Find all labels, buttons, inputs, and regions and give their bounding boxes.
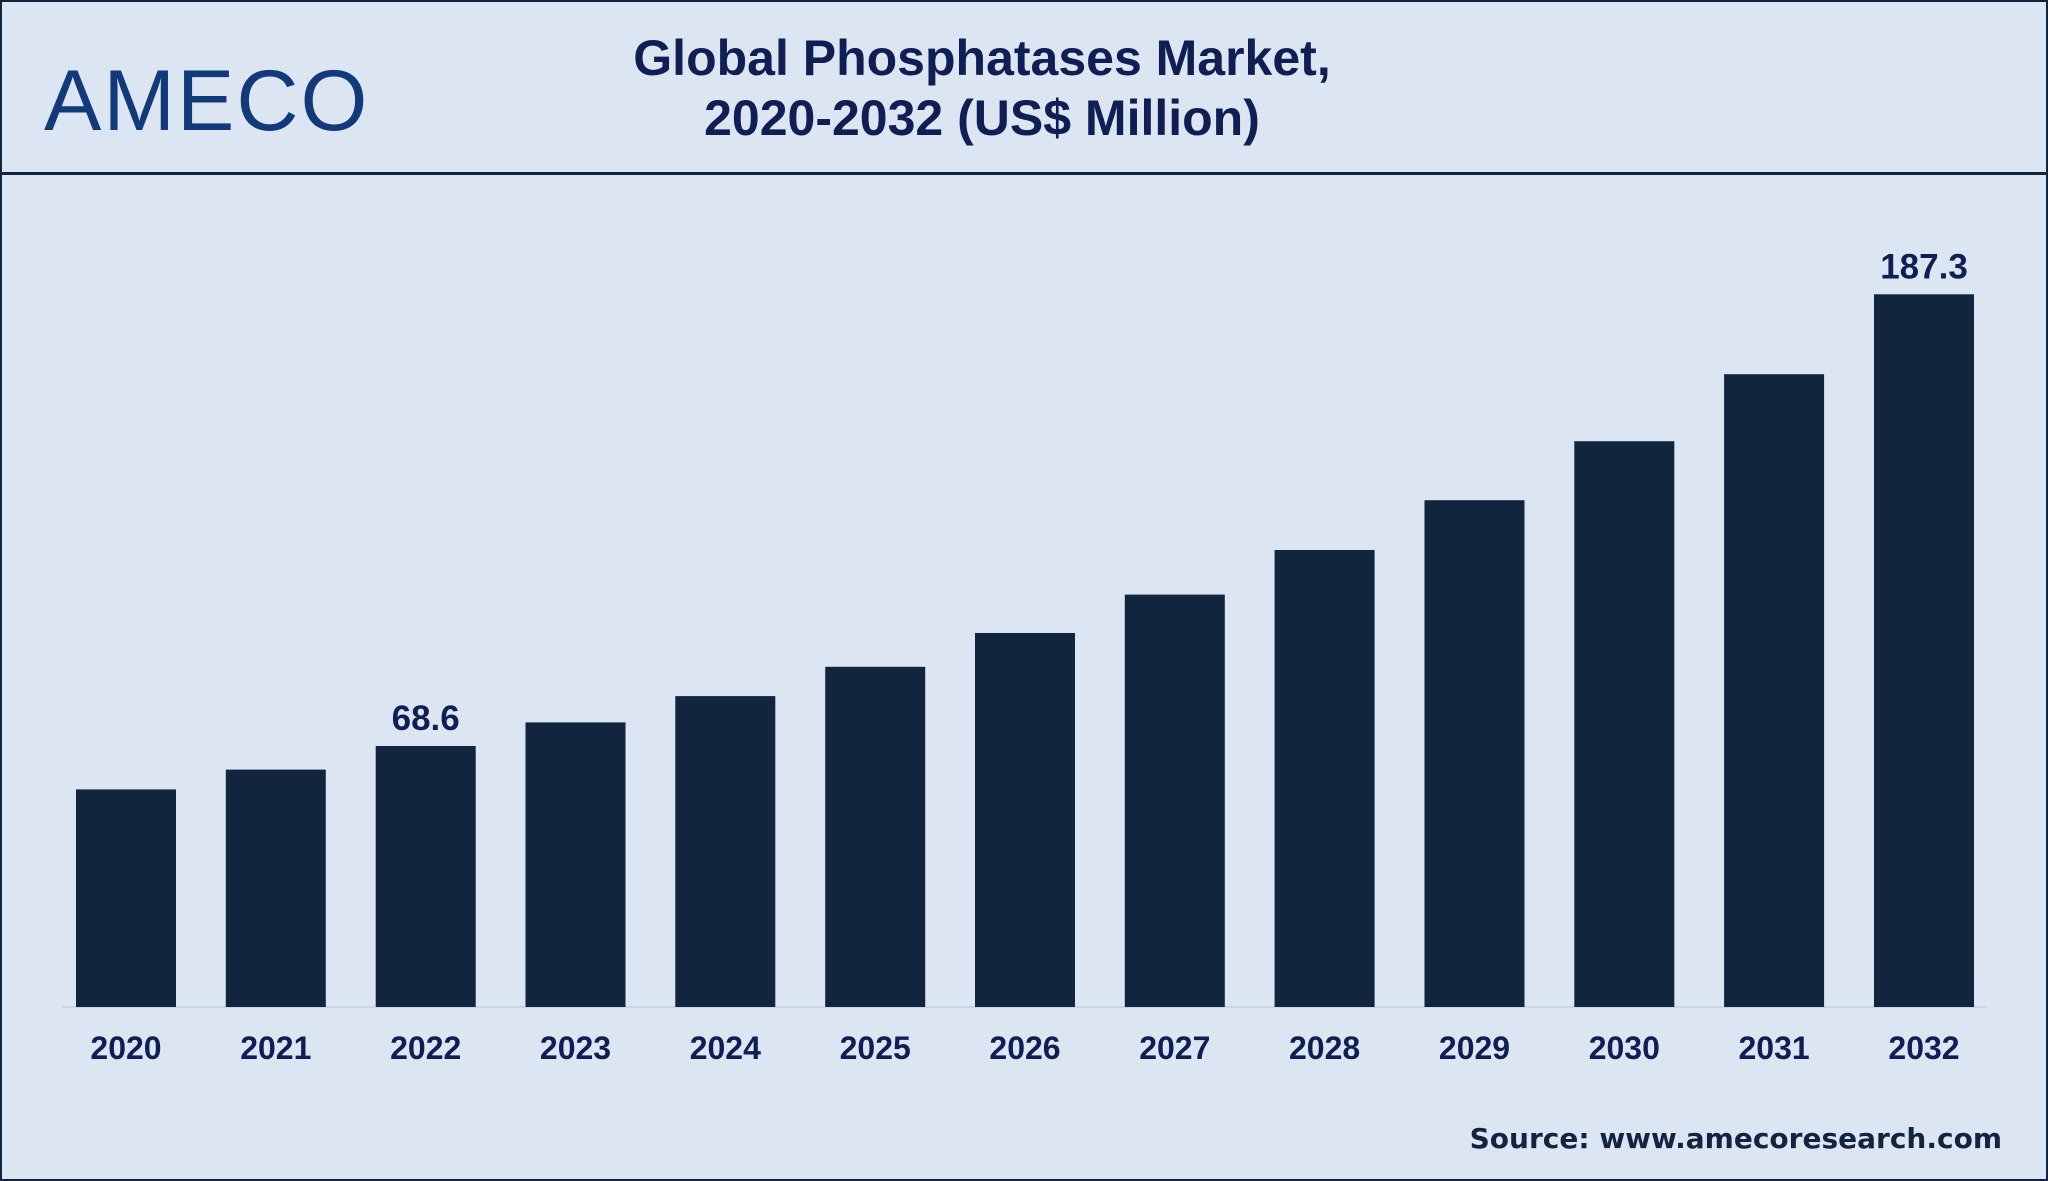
x-tick-label-2029: 2029 <box>1439 1030 1510 1066</box>
bar-2022 <box>375 746 476 1007</box>
bar-2032 <box>1874 294 1974 1007</box>
header: AMECO Global Phosphatases Market, 2020-2… <box>2 2 2046 172</box>
x-tick-label-2030: 2030 <box>1589 1030 1660 1066</box>
data-labels-group: 68.6 187.3 <box>392 247 1968 738</box>
bars-group <box>76 294 1974 1007</box>
x-tick-label-2024: 2024 <box>690 1030 761 1066</box>
bar-2027 <box>1124 594 1225 1007</box>
bar-2024 <box>675 696 776 1007</box>
x-tick-label-2020: 2020 <box>90 1030 161 1066</box>
x-tick-label-2032: 2032 <box>1888 1030 1959 1066</box>
bar-2026 <box>975 633 1075 1007</box>
x-axis-labels-group: 2020 2021 2022 2023 2024 2025 2026 2027 2028 2029… <box>90 1030 1959 1066</box>
bar-2023 <box>525 722 626 1007</box>
bar-2028 <box>1274 550 1375 1007</box>
x-tick-label-2031: 2031 <box>1739 1030 1810 1066</box>
source-text: Source: www.amecoresearch.com <box>1469 1122 2002 1155</box>
x-tick-label-2026: 2026 <box>989 1030 1060 1066</box>
data-label-2022: 68.6 <box>392 699 460 738</box>
bar-2030 <box>1574 441 1675 1007</box>
chart-title: Global Phosphatases Market, 2020-2032 (U… <box>522 28 1442 148</box>
chart-title-line-2: 2020-2032 (US$ Million) <box>704 90 1260 146</box>
bar-2031 <box>1724 374 1825 1007</box>
x-tick-label-2023: 2023 <box>540 1030 611 1066</box>
x-tick-label-2028: 2028 <box>1289 1030 1360 1066</box>
header-divider <box>2 172 2046 175</box>
bar-2029 <box>1424 500 1525 1007</box>
data-label-2032: 187.3 <box>1880 247 1968 286</box>
bar-2020 <box>76 789 176 1007</box>
bar-2021 <box>225 769 326 1007</box>
ameco-logo: AMECO <box>44 53 369 148</box>
bar-2025 <box>825 666 926 1007</box>
svg-text:AMECO: AMECO <box>44 53 369 148</box>
bar-chart: 2020 2021 2022 2023 2024 2025 2026 2027 2028 2029… <box>62 247 1987 1066</box>
x-tick-label-2027: 2027 <box>1139 1030 1210 1066</box>
x-tick-label-2022: 2022 <box>390 1030 461 1066</box>
chart-title-line-1: Global Phosphatases Market, <box>633 30 1331 86</box>
x-tick-label-2025: 2025 <box>840 1030 911 1066</box>
x-tick-label-2021: 2021 <box>240 1030 311 1066</box>
